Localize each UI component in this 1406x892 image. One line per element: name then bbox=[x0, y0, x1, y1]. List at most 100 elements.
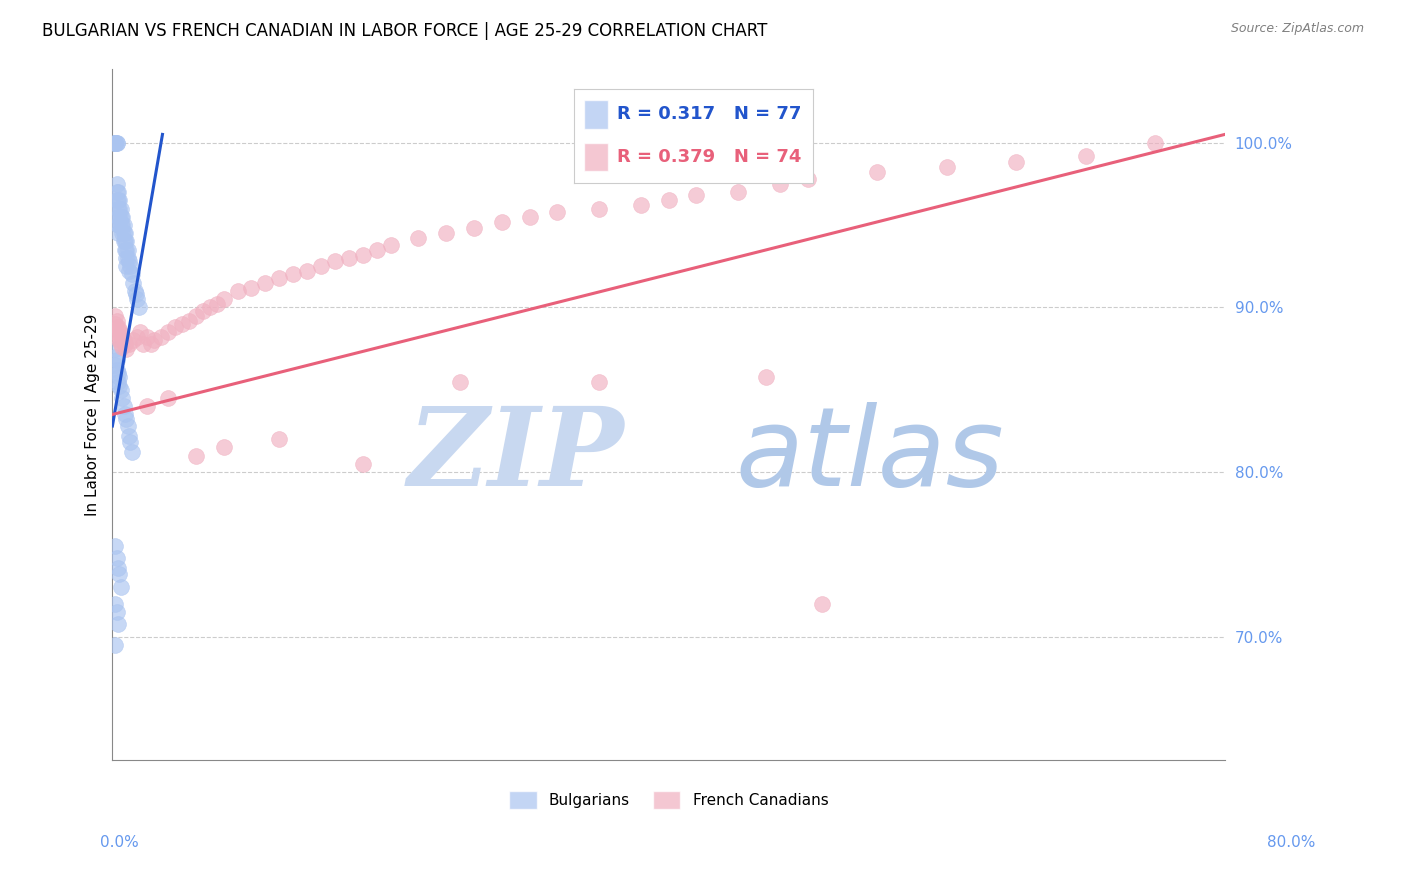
Point bbox=[177, 313, 200, 327]
Point bbox=[309, 259, 332, 273]
Point bbox=[104, 309, 127, 323]
Point bbox=[108, 218, 131, 232]
Point bbox=[110, 326, 132, 341]
Point bbox=[128, 301, 150, 315]
Point bbox=[935, 161, 957, 175]
Point bbox=[125, 287, 148, 301]
Point bbox=[157, 325, 180, 339]
Point bbox=[112, 226, 135, 240]
Point bbox=[107, 616, 129, 631]
Point bbox=[212, 441, 235, 455]
Point bbox=[380, 237, 402, 252]
Point bbox=[191, 303, 214, 318]
Point bbox=[107, 330, 129, 344]
Point bbox=[463, 221, 485, 235]
Legend: Bulgarians, French Canadians: Bulgarians, French Canadians bbox=[503, 785, 834, 815]
Point bbox=[120, 435, 142, 450]
Point bbox=[107, 202, 129, 216]
Point bbox=[755, 369, 778, 384]
Y-axis label: In Labor Force | Age 25-29: In Labor Force | Age 25-29 bbox=[86, 313, 101, 516]
Text: Source: ZipAtlas.com: Source: ZipAtlas.com bbox=[1230, 22, 1364, 36]
Point bbox=[1144, 136, 1167, 150]
Point bbox=[810, 597, 832, 611]
Point bbox=[107, 320, 129, 334]
Point bbox=[111, 391, 134, 405]
Point bbox=[121, 445, 143, 459]
Point bbox=[107, 185, 129, 199]
Point bbox=[588, 375, 610, 389]
Point bbox=[184, 309, 207, 323]
Point bbox=[104, 136, 127, 150]
Point bbox=[658, 194, 681, 208]
Point bbox=[105, 194, 128, 208]
Point bbox=[104, 136, 127, 150]
Point bbox=[114, 235, 136, 249]
Text: BULGARIAN VS FRENCH CANADIAN IN LABOR FORCE | AGE 25-29 CORRELATION CHART: BULGARIAN VS FRENCH CANADIAN IN LABOR FO… bbox=[42, 22, 768, 40]
Point bbox=[104, 136, 127, 150]
Point bbox=[114, 243, 136, 257]
Point bbox=[110, 581, 132, 595]
Point bbox=[105, 353, 128, 368]
Point bbox=[150, 330, 173, 344]
Point bbox=[104, 136, 127, 150]
Point bbox=[117, 251, 139, 265]
Point bbox=[127, 330, 149, 344]
Point bbox=[114, 336, 136, 351]
Point bbox=[104, 325, 127, 339]
Point bbox=[107, 218, 129, 232]
Point bbox=[408, 231, 430, 245]
Point bbox=[170, 317, 193, 331]
Point bbox=[108, 202, 131, 216]
Point bbox=[685, 188, 707, 202]
Point bbox=[115, 251, 138, 265]
Point bbox=[226, 284, 249, 298]
Point bbox=[121, 268, 143, 282]
Point bbox=[112, 334, 135, 348]
Point bbox=[104, 597, 127, 611]
Point bbox=[115, 243, 138, 257]
Point bbox=[727, 185, 749, 199]
Point bbox=[1074, 149, 1097, 163]
Point bbox=[111, 330, 134, 344]
Point bbox=[105, 550, 128, 565]
Point bbox=[110, 383, 132, 397]
Point bbox=[546, 204, 568, 219]
Point bbox=[157, 391, 180, 405]
Point bbox=[104, 539, 127, 553]
Point bbox=[352, 457, 374, 471]
Point bbox=[118, 264, 141, 278]
Point bbox=[115, 235, 138, 249]
Point bbox=[104, 136, 127, 150]
Point bbox=[129, 325, 152, 339]
Point bbox=[115, 412, 138, 426]
Point bbox=[352, 247, 374, 261]
Point bbox=[122, 276, 145, 290]
Point bbox=[110, 218, 132, 232]
Point bbox=[115, 342, 138, 356]
Point bbox=[366, 243, 388, 257]
Point bbox=[136, 330, 159, 344]
Point bbox=[1005, 155, 1028, 169]
Point bbox=[630, 198, 652, 212]
Point bbox=[434, 226, 457, 240]
Point bbox=[111, 226, 134, 240]
Point bbox=[866, 165, 889, 179]
Point bbox=[108, 323, 131, 337]
Point bbox=[104, 350, 127, 364]
Text: 80.0%: 80.0% bbox=[1267, 836, 1315, 850]
Point bbox=[205, 297, 228, 311]
Point bbox=[796, 172, 818, 186]
Point bbox=[118, 429, 141, 443]
Point bbox=[108, 369, 131, 384]
Text: ZIP: ZIP bbox=[408, 402, 624, 509]
Point bbox=[449, 375, 471, 389]
Point bbox=[104, 136, 127, 150]
Point bbox=[105, 136, 128, 150]
Point bbox=[108, 210, 131, 224]
Point bbox=[122, 334, 145, 348]
Point bbox=[111, 218, 134, 232]
Point bbox=[105, 605, 128, 619]
Point bbox=[136, 399, 159, 413]
Point bbox=[769, 177, 792, 191]
Point bbox=[104, 358, 127, 372]
